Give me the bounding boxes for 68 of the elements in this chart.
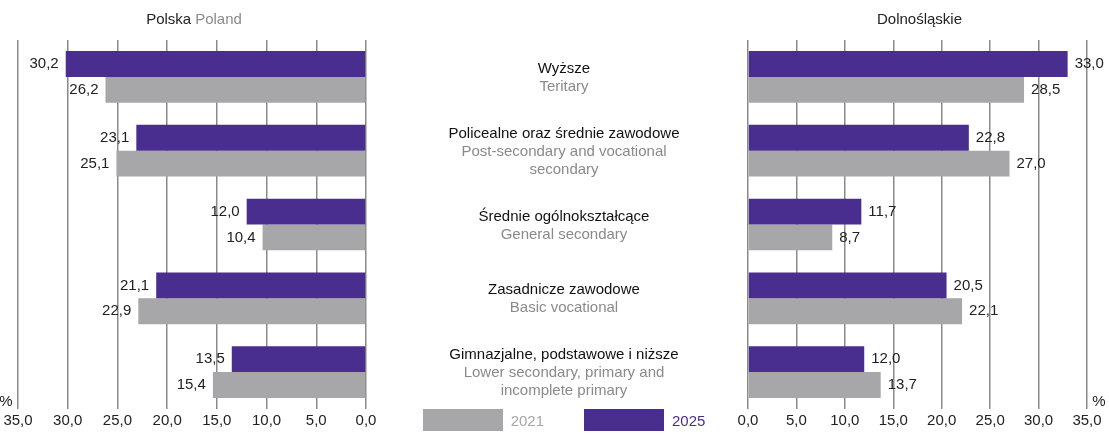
y-tick-label: Zasadnicze zawodowe Basic vocational xyxy=(487,280,641,317)
x-tick-label: 35,0 xyxy=(3,411,33,429)
data-label: 12,0 xyxy=(210,201,240,219)
bar xyxy=(748,346,865,373)
x-tick-label: 25,0 xyxy=(102,411,133,429)
bar xyxy=(748,198,862,225)
chart-title: Polska xyxy=(146,10,192,27)
y-tick-label: Policealne oraz średnie zawodowe Post-secondary and vocational secondary xyxy=(447,123,681,178)
x-tick-label: 20,0 xyxy=(152,411,182,429)
chart-title: Dolnośląskie xyxy=(876,10,963,27)
data-label: 22,9 xyxy=(102,301,132,319)
data-label: 11,7 xyxy=(868,201,897,219)
text: 2025 xyxy=(672,411,706,429)
data-label: 13,7 xyxy=(887,375,917,393)
x-tick-label: 0,0 xyxy=(355,411,377,429)
text: 2021 xyxy=(510,411,544,429)
data-label: 28,5 xyxy=(1031,79,1061,97)
bar xyxy=(65,51,366,77)
x-tick-label: 20,0 xyxy=(927,411,957,429)
data-label: 22,8 xyxy=(975,127,1006,145)
x-tick-label: 25,0 xyxy=(975,411,1005,429)
y-tick-label: Gimnazjalne, podstawowe i niższe Lower secondary, primary and incomplete primary xyxy=(448,345,680,400)
x-tick-label: 0,0 xyxy=(737,411,759,429)
bar xyxy=(748,76,1025,103)
bar xyxy=(105,76,366,103)
x-tick-label: 15,0 xyxy=(202,411,232,429)
bar xyxy=(231,346,366,373)
data-label: 33,0 xyxy=(1074,54,1104,72)
data-label: 25,1 xyxy=(80,153,110,171)
bar xyxy=(138,298,366,325)
bar xyxy=(748,51,1068,77)
bar xyxy=(156,272,366,299)
data-label: 10,4 xyxy=(226,227,256,245)
x-axis-title: % xyxy=(1092,391,1106,409)
chart-subtitle: Poland xyxy=(195,10,242,27)
bar xyxy=(262,224,366,251)
x-tick-label: 30,0 xyxy=(1023,411,1054,429)
bar xyxy=(116,150,366,177)
data-label: 13,5 xyxy=(195,349,225,367)
y-tick-label: Średnie ogólnokształcące General secondary xyxy=(477,206,651,243)
x-tick-label: 10,0 xyxy=(251,411,282,429)
bar xyxy=(748,124,969,151)
data-label: 12,0 xyxy=(871,349,901,367)
bar xyxy=(748,224,833,251)
x-tick-label: 30,0 xyxy=(53,411,83,429)
x-tick-label: 5,0 xyxy=(786,411,807,429)
data-label: 26,2 xyxy=(69,79,99,97)
data-label: 21,1 xyxy=(120,275,150,293)
bar xyxy=(212,372,366,398)
x-axis-title: % xyxy=(0,391,13,409)
bar xyxy=(246,198,366,225)
data-label: 23,1 xyxy=(100,127,130,145)
data-label: 15,4 xyxy=(176,375,206,393)
data-label: 22,1 xyxy=(969,301,999,319)
data-label: 27,0 xyxy=(1016,153,1046,171)
bar xyxy=(748,150,1010,177)
data-label: 8,7 xyxy=(839,227,861,245)
x-tick-label: 15,0 xyxy=(878,411,908,429)
bar xyxy=(748,272,947,299)
bar xyxy=(136,124,366,151)
data-label: 20,5 xyxy=(953,275,983,293)
x-tick-label: 10,0 xyxy=(830,411,860,429)
x-tick-label: 5,0 xyxy=(305,411,327,429)
bar xyxy=(748,372,881,398)
x-tick-label: 35,0 xyxy=(1072,411,1102,429)
y-tick-label: Wyższe Teritary xyxy=(536,58,592,95)
bar xyxy=(748,298,963,325)
data-label: 30,2 xyxy=(29,54,59,72)
